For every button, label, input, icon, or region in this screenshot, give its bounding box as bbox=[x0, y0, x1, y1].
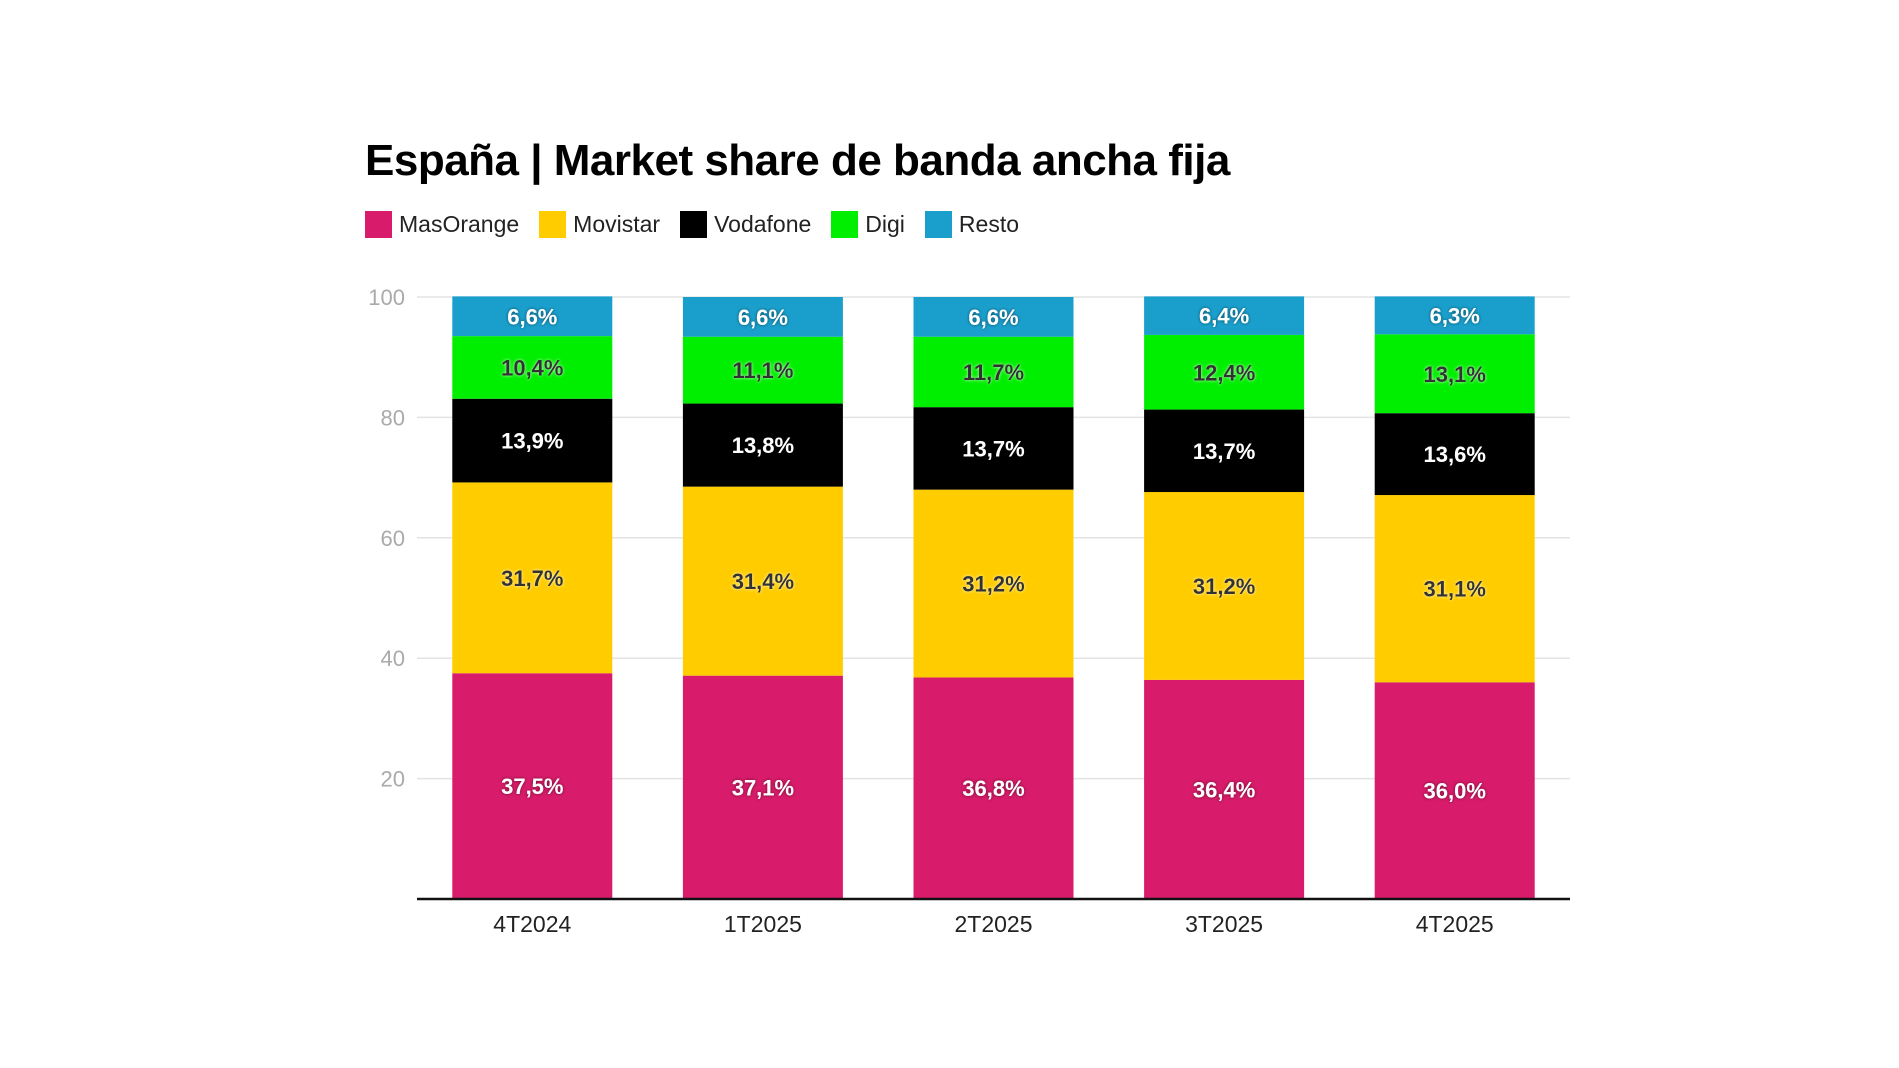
y-tick-label: 40 bbox=[381, 646, 405, 671]
data-label: 12,4% bbox=[1193, 360, 1255, 385]
data-label: 13,8% bbox=[732, 433, 794, 458]
data-label: 31,2% bbox=[1193, 574, 1255, 599]
data-label: 6,6% bbox=[968, 305, 1018, 330]
bar-segment-masorange bbox=[682, 675, 843, 899]
bar-segment-digi bbox=[1144, 334, 1305, 410]
legend-swatch bbox=[680, 211, 708, 238]
bar-segment-movistar bbox=[1144, 492, 1305, 680]
data-label: 11,7% bbox=[963, 360, 1024, 385]
legend-label: Movistar bbox=[573, 211, 661, 237]
legend-item-masorange: MasOrange bbox=[365, 211, 519, 238]
bar-segment-resto bbox=[452, 296, 613, 337]
bar-segment-digi bbox=[913, 336, 1074, 408]
bar-segment-masorange bbox=[913, 677, 1074, 899]
data-label: 13,9% bbox=[501, 429, 563, 454]
bar-segment-resto bbox=[1144, 296, 1305, 335]
data-label: 6,4% bbox=[1199, 304, 1249, 329]
data-label: 31,1% bbox=[1424, 577, 1486, 602]
legend-swatch bbox=[831, 211, 859, 238]
data-label: 6,6% bbox=[738, 305, 788, 330]
bar-segment-masorange bbox=[1374, 682, 1535, 899]
bar-segment-masorange bbox=[1144, 679, 1305, 899]
bar-segment-digi bbox=[452, 336, 613, 399]
data-label: 36,4% bbox=[1193, 777, 1255, 802]
data-label: 6,6% bbox=[507, 304, 557, 329]
data-label: 13,1% bbox=[1424, 362, 1486, 387]
bar-segment-vodafone bbox=[682, 403, 843, 487]
data-label: 31,2% bbox=[962, 572, 1024, 597]
legend-item-movistar: Movistar bbox=[539, 211, 660, 238]
bar-segment-digi bbox=[682, 336, 843, 404]
legend-swatch bbox=[924, 211, 952, 238]
bar-segment-movistar bbox=[452, 482, 613, 674]
data-label: 10,4% bbox=[501, 355, 563, 380]
x-tick-label: 2T2025 bbox=[954, 911, 1032, 937]
y-tick-label: 60 bbox=[381, 526, 405, 551]
legend-label: Resto bbox=[958, 211, 1020, 237]
y-tick-label: 80 bbox=[381, 405, 405, 430]
data-label: 31,4% bbox=[732, 569, 794, 594]
data-label: 6,3% bbox=[1430, 303, 1480, 328]
bar-segment-vodafone bbox=[1144, 409, 1305, 493]
x-tick-label: 4T2024 bbox=[493, 911, 571, 937]
bar-segment-digi bbox=[1374, 334, 1535, 414]
bar-segment-masorange bbox=[452, 673, 613, 899]
chart-title: España | Market share de banda ancha fij… bbox=[365, 136, 1230, 185]
y-tick-label: 100 bbox=[368, 285, 405, 310]
legend-item-vodafone: Vodafone bbox=[680, 211, 811, 238]
data-label: 11,1% bbox=[732, 358, 793, 383]
bar-segment-movistar bbox=[913, 489, 1074, 678]
bar-segment-movistar bbox=[682, 486, 843, 676]
y-tick-label: 20 bbox=[381, 767, 405, 792]
legend-swatch bbox=[539, 211, 567, 238]
legend-item-resto: Resto bbox=[924, 211, 1020, 238]
data-label: 37,5% bbox=[501, 774, 563, 799]
data-label: 13,7% bbox=[1193, 439, 1255, 464]
legend-label: MasOrange bbox=[399, 211, 520, 237]
bar-segment-movistar bbox=[1374, 495, 1535, 683]
bar-segment-vodafone bbox=[1374, 413, 1535, 496]
bar-segment-vodafone bbox=[913, 407, 1074, 490]
bar-segment-vodafone bbox=[452, 398, 613, 483]
data-label: 13,6% bbox=[1424, 442, 1486, 467]
legend: MasOrange Movistar Vodafone Digi Resto bbox=[365, 211, 1019, 238]
legend-label: Vodafone bbox=[714, 211, 812, 237]
x-tick-label: 4T2025 bbox=[1416, 911, 1494, 937]
data-label: 36,8% bbox=[962, 776, 1024, 801]
bar-segment-resto bbox=[913, 297, 1074, 337]
legend-item-digi: Digi bbox=[831, 211, 905, 238]
x-tick-label: 1T2025 bbox=[724, 911, 802, 937]
data-label: 13,7% bbox=[962, 436, 1024, 461]
bar-segment-resto bbox=[1374, 296, 1535, 335]
legend-label: Digi bbox=[865, 211, 905, 237]
legend-swatch bbox=[365, 211, 392, 238]
bar-segment-resto bbox=[682, 297, 843, 337]
data-label: 36,0% bbox=[1424, 779, 1486, 804]
data-label: 31,7% bbox=[501, 566, 563, 591]
data-label: 37,1% bbox=[732, 775, 794, 800]
x-tick-label: 3T2025 bbox=[1185, 911, 1263, 937]
